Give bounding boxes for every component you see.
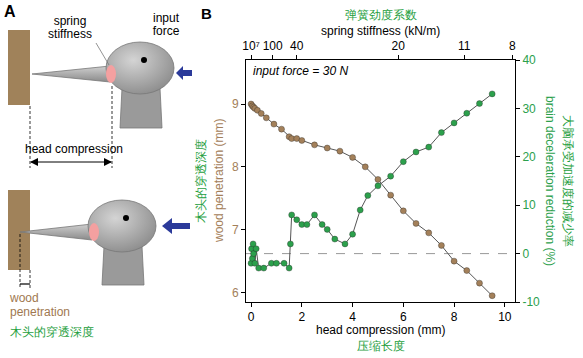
svg-text:9: 9 (232, 97, 239, 111)
svg-text:head compression: head compression (25, 142, 123, 156)
svg-text:B: B (201, 5, 212, 22)
svg-text:11: 11 (458, 39, 471, 53)
svg-text:0: 0 (248, 310, 255, 324)
svg-text:wood penetration (mm): wood penetration (mm) (212, 119, 226, 243)
svg-text:40: 40 (522, 53, 536, 67)
svg-text:springstiffness: springstiffness (48, 14, 92, 41)
svg-text:A: A (4, 3, 16, 20)
svg-text:20: 20 (392, 39, 406, 53)
svg-text:8: 8 (232, 160, 239, 174)
svg-text:木头的穿透深度: 木头的穿透深度 (10, 325, 94, 339)
svg-text:head compression (mm): head compression (mm) (316, 323, 445, 337)
svg-text:100: 100 (263, 39, 283, 53)
svg-text:40: 40 (290, 39, 304, 53)
svg-text:-10: -10 (522, 295, 540, 309)
svg-text:压缩长度: 压缩长度 (357, 339, 405, 353)
svg-text:2: 2 (298, 310, 305, 324)
svg-text:0: 0 (522, 247, 529, 261)
svg-text:30: 30 (522, 102, 536, 116)
svg-text:7: 7 (232, 223, 239, 237)
svg-text:input force = 30 N: input force = 30 N (253, 64, 348, 78)
svg-text:20: 20 (522, 150, 536, 164)
svg-text:4: 4 (349, 310, 356, 324)
svg-text:6: 6 (400, 310, 407, 324)
svg-text:inputforce: inputforce (153, 11, 180, 38)
svg-text:8: 8 (451, 310, 458, 324)
svg-text:弹簧劲度系数: 弹簧劲度系数 (345, 8, 417, 22)
svg-text:brain deceleration reduction (: brain deceleration reduction (%) (543, 96, 557, 266)
svg-text:8: 8 (509, 39, 516, 53)
svg-text:大脑承受加速度的减少率: 大脑承受加速度的减少率 (561, 115, 575, 247)
svg-text:6: 6 (232, 286, 239, 300)
svg-text:10: 10 (522, 198, 536, 212)
svg-text:10⁷: 10⁷ (242, 39, 260, 53)
svg-text:spring stiffness (kN/m): spring stiffness (kN/m) (321, 24, 440, 38)
svg-text:10: 10 (498, 310, 512, 324)
svg-text:woodpenetration: woodpenetration (9, 291, 70, 319)
svg-text:木头的穿透深度: 木头的穿透深度 (194, 139, 208, 223)
